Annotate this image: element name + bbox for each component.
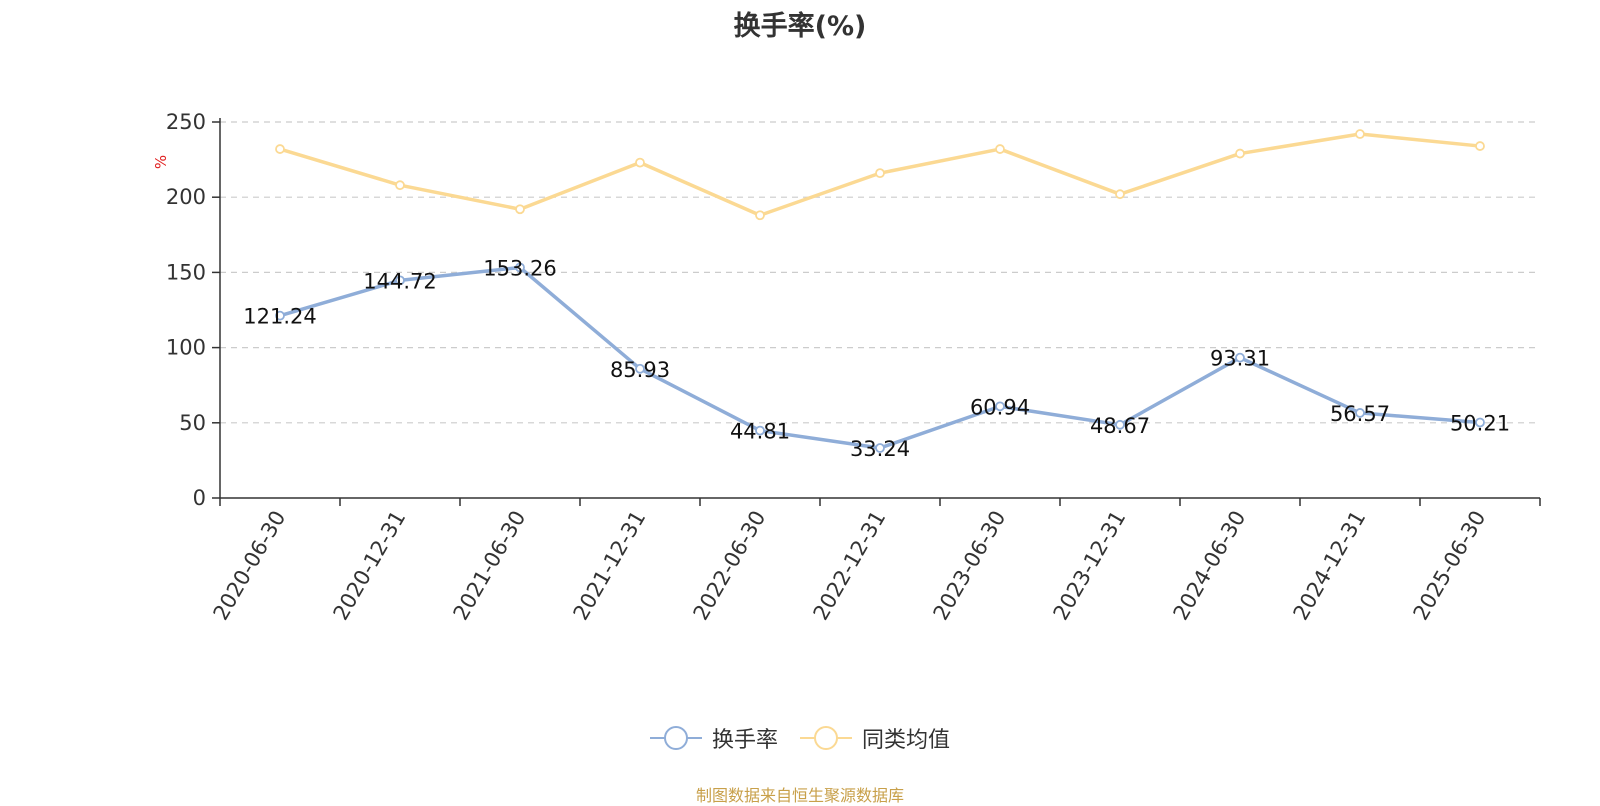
x-tick-label: 2022-06-30 [689, 507, 771, 625]
data-point-2 [1235, 148, 1245, 159]
y-tick-label: 150 [166, 260, 206, 284]
data-point-1 [1475, 417, 1485, 428]
data-point-1 [875, 443, 885, 453]
y-tick-label: 250 [166, 110, 206, 134]
data-label: 50.21 [1450, 411, 1510, 435]
y-tick-label: 100 [166, 336, 206, 360]
data-point-1 [635, 363, 645, 374]
legend-item-series-1[interactable]: 换手率 [649, 722, 778, 754]
x-tick-label: 2022-12-31 [809, 507, 891, 625]
data-point-2 [635, 157, 645, 168]
data-labels: 121.24 144.72 153.26 85.93 44.81 33.24 60.94 48… [243, 256, 1510, 461]
y-tick-label: 50 [179, 411, 206, 435]
data-point-2 [875, 168, 885, 179]
axes: 0 50 100 150 200 250% 2020-06-30 2020-12-31 2021… [152, 110, 1541, 625]
y-tick-label: 0 [193, 486, 206, 510]
data-point-1 [515, 262, 525, 273]
legend-label-series-2: 同类均值 [862, 728, 951, 753]
data-label: 56.57 [1330, 402, 1390, 426]
data-label: 60.94 [970, 395, 1030, 419]
x-tick-label: 2024-06-30 [1169, 507, 1251, 625]
legend: 换手率 同类均值 [0, 722, 1600, 754]
data-point-1 [755, 425, 765, 436]
data-label: 144.72 [363, 269, 436, 293]
y-axis-label: % [152, 155, 170, 169]
data-label: 121.24 [243, 305, 316, 329]
data-point-2 [515, 204, 525, 215]
data-label: 93.31 [1210, 347, 1270, 371]
data-point-2 [275, 144, 285, 154]
data-point-1 [995, 401, 1005, 412]
series [275, 129, 1485, 453]
y-tick-label: 200 [166, 185, 206, 209]
legend-marker-series-1 [649, 726, 702, 750]
x-tick-label: 2024-12-31 [1289, 507, 1371, 625]
data-point-1 [1235, 352, 1245, 363]
data-label: 33.24 [850, 437, 910, 461]
data-point-2 [1475, 141, 1485, 151]
x-tick-label: 2023-06-30 [929, 507, 1011, 625]
data-point-2 [995, 144, 1005, 154]
legend-item-series-2[interactable]: 同类均值 [800, 722, 950, 754]
x-tick-label: 2020-06-30 [209, 507, 291, 625]
data-point-1 [275, 310, 285, 321]
data-point-2 [395, 180, 405, 191]
data-point-1 [395, 275, 405, 286]
data-point-1 [1355, 408, 1365, 418]
source-note: 制图数据来自恒生聚源数据库 [695, 786, 904, 805]
data-label: 85.93 [610, 358, 670, 382]
grid-lines [220, 121, 1540, 424]
x-tick-label: 2020-12-31 [329, 507, 411, 625]
chart-title: 换手率(%) [733, 11, 867, 42]
data-point-2 [1355, 129, 1365, 139]
data-label: 153.26 [483, 256, 556, 280]
data-point-1 [1115, 419, 1125, 430]
data-point-2 [1115, 189, 1125, 200]
legend-label-series-1: 换手率 [711, 728, 778, 753]
x-tick-label: 2025-06-30 [1409, 507, 1491, 625]
data-label: 44.81 [730, 420, 790, 444]
x-tick-label: 2021-06-30 [449, 507, 531, 625]
x-tick-label: 2023-12-31 [1049, 507, 1131, 625]
data-label: 48.67 [1090, 414, 1150, 438]
legend-marker-series-2 [800, 726, 852, 750]
series-line-1 [279, 265, 1481, 450]
data-point-2 [755, 210, 765, 221]
x-tick-label: 2021-12-31 [569, 507, 651, 625]
